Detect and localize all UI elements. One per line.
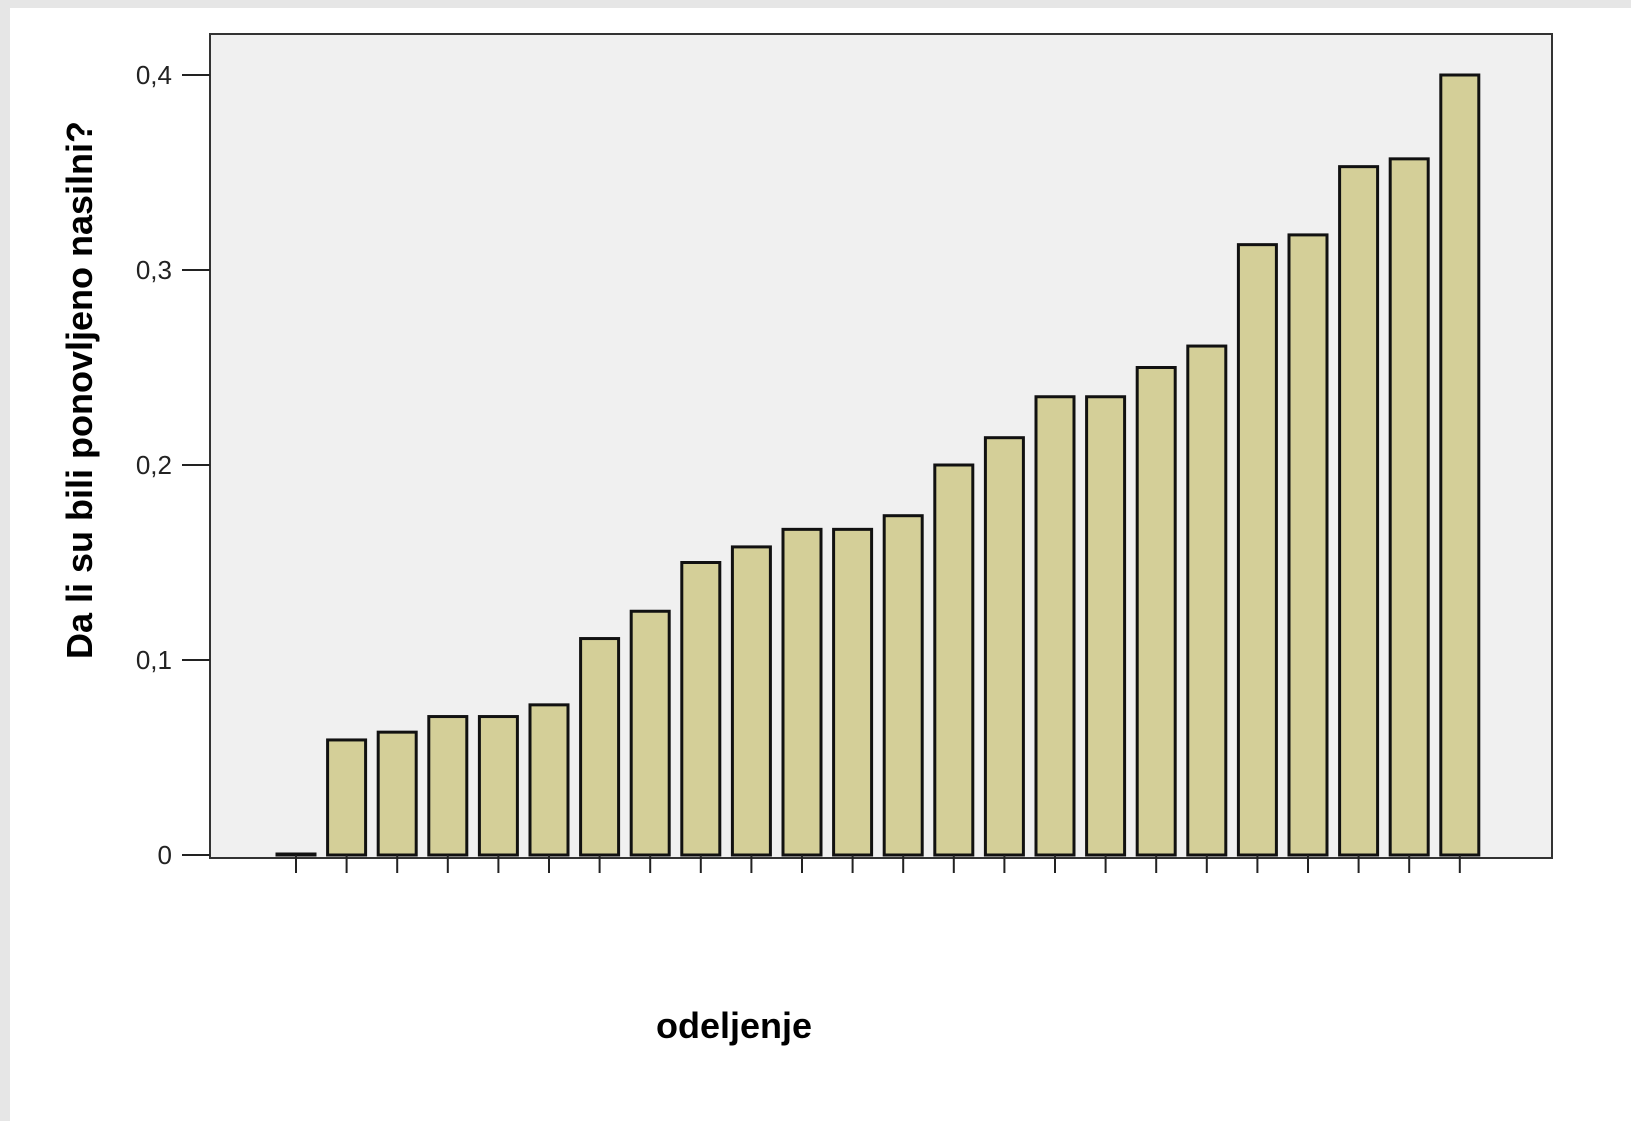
bar [781, 527, 823, 857]
bar [528, 703, 570, 857]
bars [275, 73, 1481, 857]
bar [326, 738, 368, 857]
y-axis-title: Da li su bili ponovljeno nasilni? [59, 121, 100, 659]
y-tick-label: 0,4 [136, 60, 172, 90]
bar [1287, 233, 1329, 857]
bar [1034, 395, 1076, 857]
x-axis [295, 855, 1461, 873]
bar [579, 637, 621, 857]
bar [832, 527, 874, 857]
y-axis: 0 0,1 0,2 0,3 0,4 [136, 60, 210, 870]
x-axis-title: odeljenje [656, 1005, 812, 1046]
bar [1186, 344, 1228, 857]
bar [680, 561, 722, 857]
bar [1388, 157, 1430, 857]
bar [1236, 243, 1278, 857]
bar [983, 436, 1025, 857]
bar [1338, 165, 1380, 857]
bar [376, 730, 418, 857]
y-tick-label: 0,3 [136, 255, 172, 285]
bar [933, 463, 975, 857]
bar [730, 545, 772, 857]
y-tick-label: 0,1 [136, 645, 172, 675]
y-tick-label: 0,2 [136, 450, 172, 480]
bar [882, 514, 924, 857]
y-tick-label: 0 [158, 840, 172, 870]
bar [1085, 395, 1127, 857]
bar [275, 852, 317, 857]
bar [1135, 366, 1177, 857]
chart-frame: 0 0,1 0,2 0,3 0,4 Da li su bili ponovljeno n… [10, 8, 1631, 1121]
bar [477, 715, 519, 857]
bar [427, 715, 469, 857]
bar-chart: 0 0,1 0,2 0,3 0,4 Da li su bili ponovljeno n… [59, 33, 1553, 1046]
bar [629, 609, 671, 857]
bar [1439, 73, 1481, 857]
